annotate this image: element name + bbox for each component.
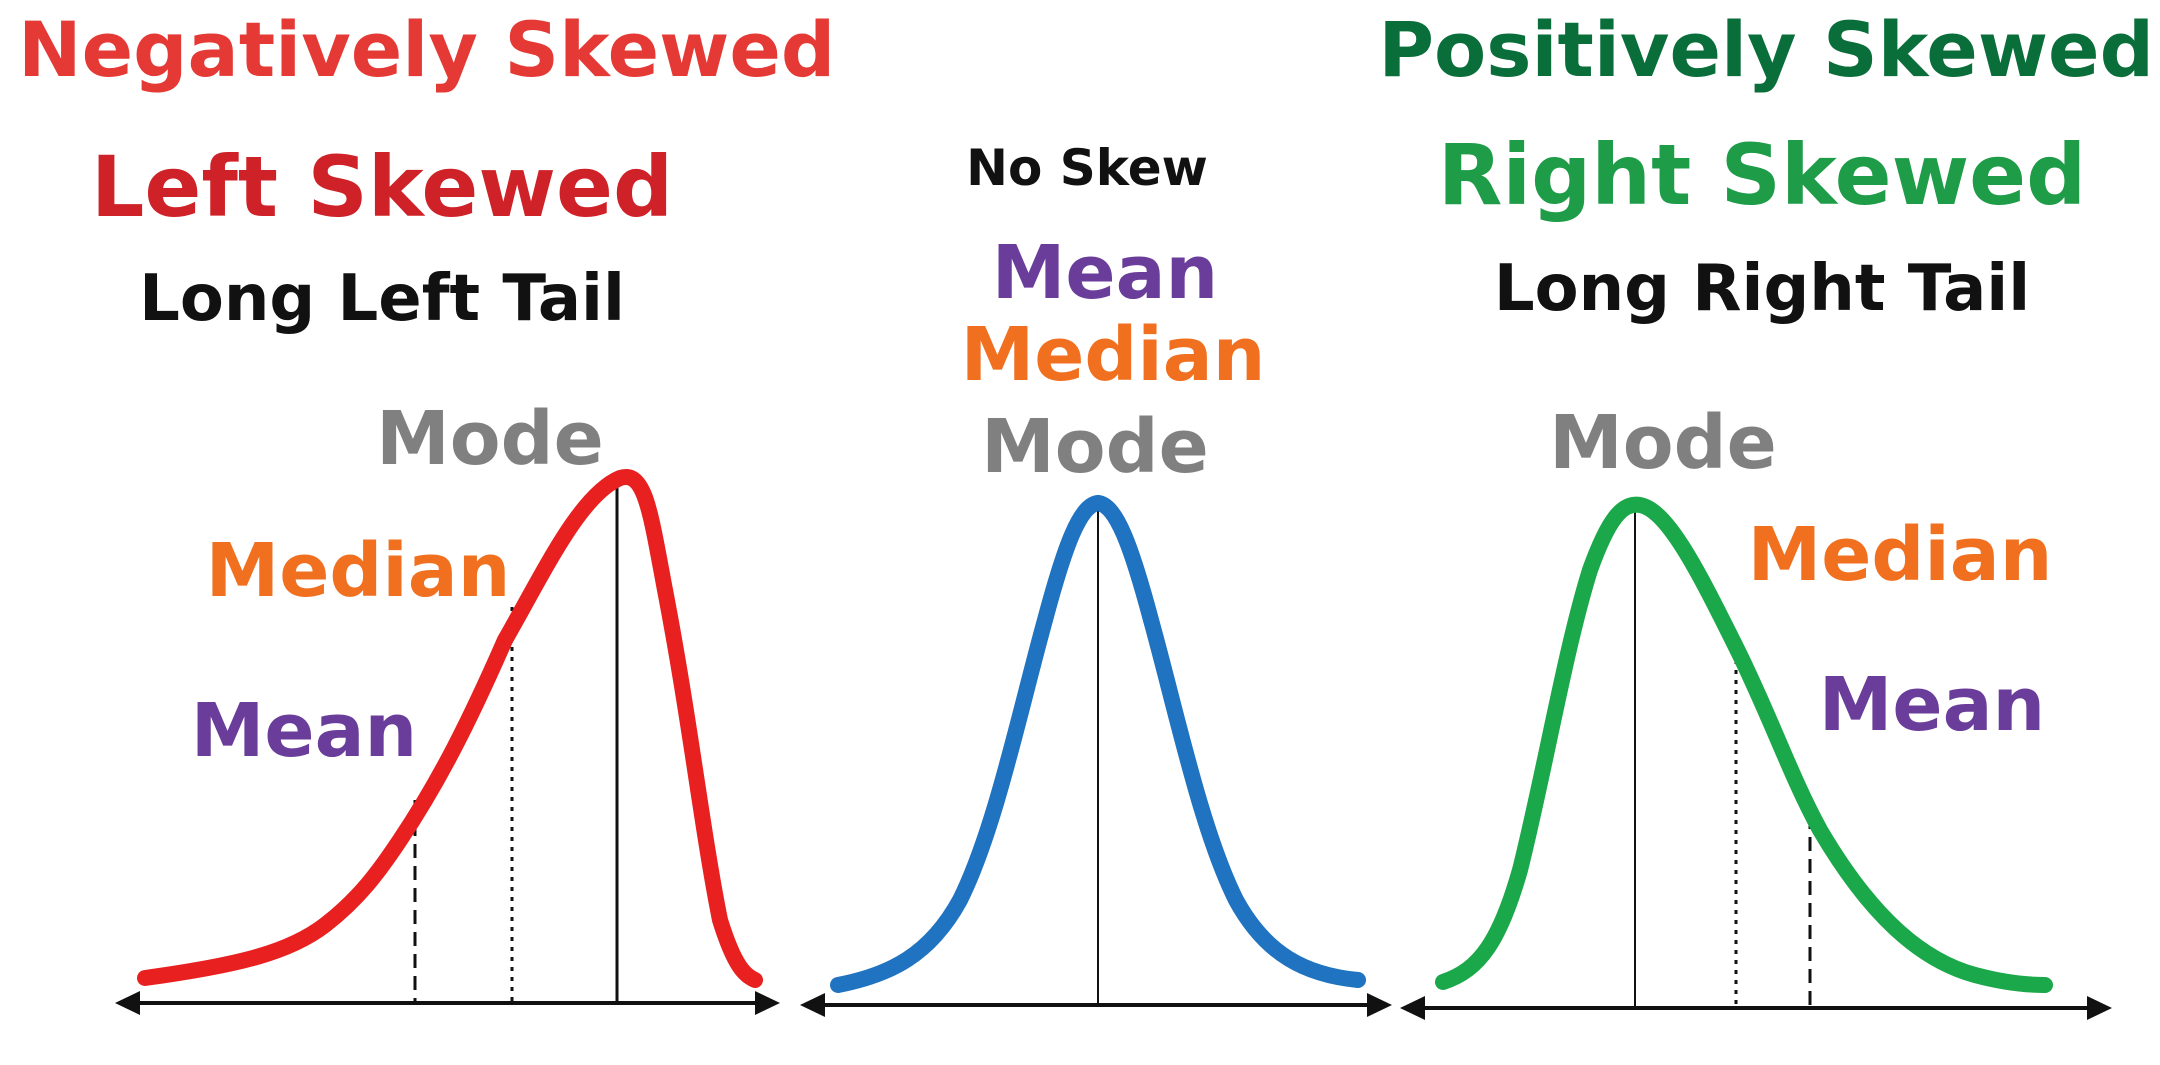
left-axis-right-arrow — [755, 991, 780, 1015]
left-median-label: Median — [206, 528, 511, 614]
negatively-skewed-heading: Negatively Skewed — [18, 5, 836, 94]
left-axis-left-arrow — [115, 991, 140, 1015]
right-mode-label: Mode — [1549, 400, 1777, 486]
right-skewed-title: Right Skewed — [1438, 126, 2087, 224]
normal-distribution-curve — [830, 495, 1366, 993]
right-axis-right-arrow — [2087, 996, 2112, 1020]
center-axis-right-arrow — [1367, 993, 1392, 1017]
left-skewed-panel: Left Skewed Long Left Tail Mode Median M… — [91, 138, 780, 1015]
right-axis-left-arrow — [1400, 996, 1425, 1020]
center-axis-left-arrow — [800, 993, 825, 1017]
no-skew-panel: No Skew Mean Median Mode — [800, 139, 1392, 1017]
left-mean-label: Mean — [191, 688, 417, 774]
left-skewed-title: Left Skewed — [91, 138, 673, 236]
right-skewed-curve — [1435, 496, 2053, 993]
no-skew-title: No Skew — [966, 139, 1208, 197]
right-skewed-panel: Right Skewed Long Right Tail Mode Median… — [1400, 126, 2112, 1020]
left-skewed-curve — [137, 469, 763, 988]
center-mode-label: Mode — [981, 404, 1209, 490]
center-median-label: Median — [961, 312, 1266, 398]
right-median-label: Median — [1748, 512, 2053, 598]
left-mode-label: Mode — [376, 396, 604, 482]
long-right-tail-label: Long Right Tail — [1494, 252, 2030, 326]
center-mean-label: Mean — [992, 230, 1218, 316]
right-mean-label: Mean — [1819, 662, 2045, 748]
positively-skewed-heading: Positively Skewed — [1378, 5, 2154, 94]
long-left-tail-label: Long Left Tail — [139, 262, 625, 336]
